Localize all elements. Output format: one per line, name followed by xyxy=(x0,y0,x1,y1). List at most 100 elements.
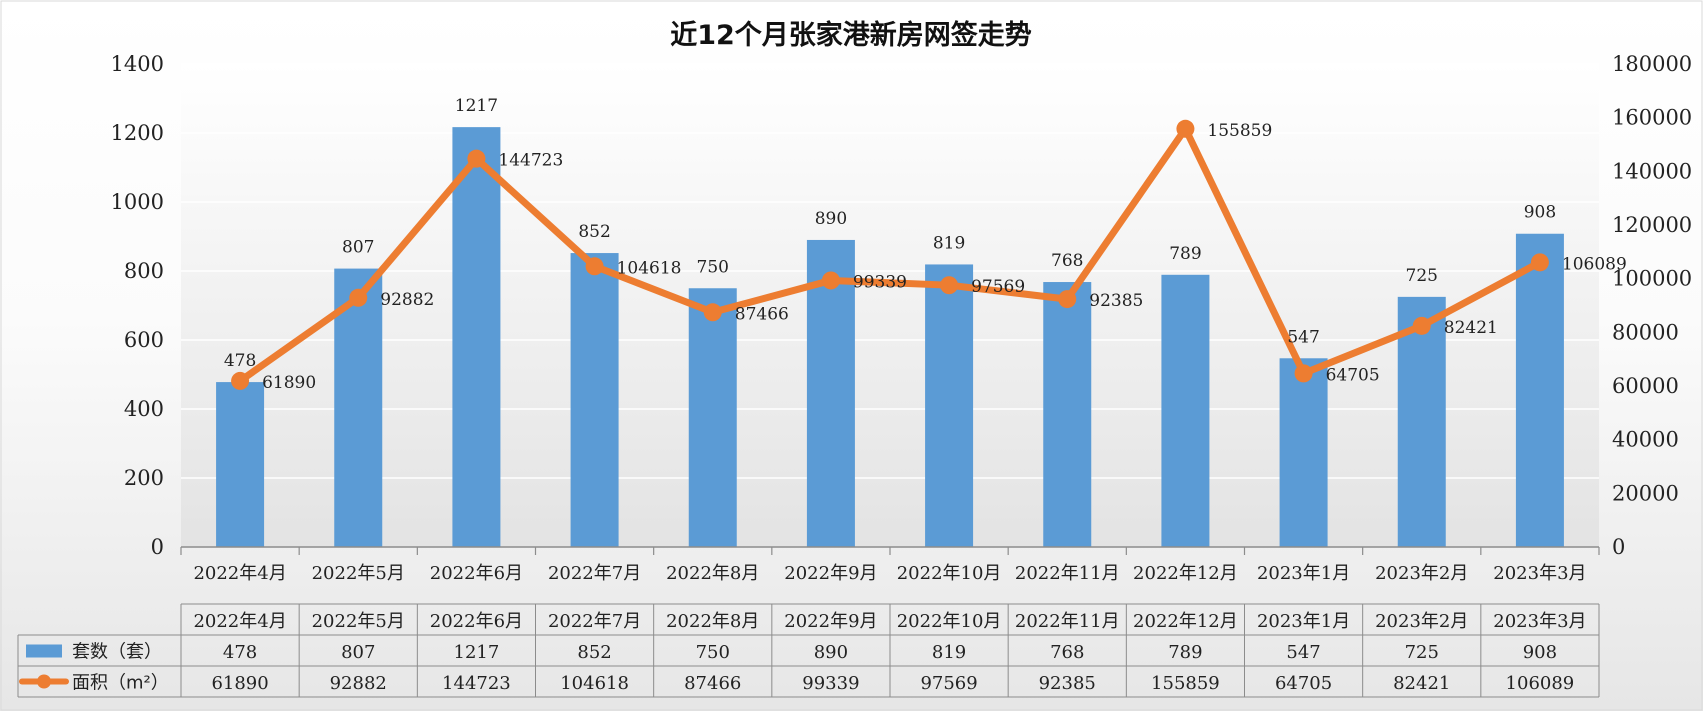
y-left-tick-label: 800 xyxy=(124,259,164,283)
y-left-tick-label: 1200 xyxy=(111,121,164,145)
table-header-cell: 2022年7月 xyxy=(548,611,641,632)
line-point xyxy=(1294,364,1313,383)
bar-value-label: 547 xyxy=(1287,327,1319,347)
line-value-label: 104618 xyxy=(617,258,682,278)
bar-value-label: 750 xyxy=(697,257,729,277)
y-right-tick-label: 40000 xyxy=(1612,428,1679,452)
y-left-tick-label: 600 xyxy=(124,328,164,352)
table-header-cell: 2022年5月 xyxy=(312,611,405,632)
data-labels: 478 807 1217 852 750 890 819 768 789 547 725 908 618… xyxy=(224,96,1627,393)
line-point xyxy=(231,371,250,390)
bar xyxy=(1161,274,1210,547)
bars xyxy=(216,127,1564,548)
table-cell: 97569 xyxy=(920,673,977,694)
y-right-tick-label: 100000 xyxy=(1612,267,1692,291)
x-tick-label: 2022年11月 xyxy=(1015,563,1120,584)
line-point xyxy=(467,149,486,168)
bar-value-label: 807 xyxy=(342,238,374,258)
table-header-cell: 2022年11月 xyxy=(1015,611,1120,632)
y-right-tick-label: 180000 xyxy=(1612,52,1692,76)
table-cell: 908 xyxy=(1523,642,1557,663)
line-point xyxy=(940,276,959,295)
legend-key-marker xyxy=(37,674,51,689)
y-right-tick-label: 0 xyxy=(1612,535,1625,559)
table-header-cell: 2022年9月 xyxy=(784,611,877,632)
y-right-tick-label: 140000 xyxy=(1612,159,1692,183)
area-line-series xyxy=(231,119,1549,390)
line-value-label: 87466 xyxy=(735,304,789,324)
plot-area xyxy=(181,64,1599,547)
area-line-path xyxy=(236,125,1544,385)
x-tick-label: 2022年6月 xyxy=(430,563,523,584)
chart-title: 近12个月张家港新房网签走势 xyxy=(670,19,1032,51)
table-cell: 92882 xyxy=(330,673,387,694)
legend-label: 面积（m²） xyxy=(72,673,169,694)
line-value-label: 97569 xyxy=(971,277,1025,297)
line-point xyxy=(1412,316,1431,335)
table-cell: 82421 xyxy=(1393,673,1450,694)
y-right-tick-label: 20000 xyxy=(1612,481,1679,505)
x-tick-label: 2022年7月 xyxy=(548,563,641,584)
line-value-label: 92882 xyxy=(380,290,434,310)
bar xyxy=(925,264,974,547)
line-value-label: 155859 xyxy=(1207,121,1272,141)
table-header-cell: 2022年10月 xyxy=(897,611,1002,632)
bar xyxy=(452,127,501,547)
y-left-tick-label: 0 xyxy=(151,535,164,559)
x-tick-label: 2023年3月 xyxy=(1493,563,1586,584)
bar xyxy=(334,268,383,547)
table-header-cell: 2023年3月 xyxy=(1493,611,1586,632)
y-left-tick-label: 200 xyxy=(124,466,164,490)
table-cell: 1217 xyxy=(454,642,500,663)
bar-value-label: 908 xyxy=(1524,203,1556,223)
table-cell: 789 xyxy=(1168,642,1202,663)
bar xyxy=(1397,296,1446,547)
line-point xyxy=(703,303,722,322)
table-header-cell: 2022年4月 xyxy=(193,611,286,632)
table-cell: 155859 xyxy=(1151,673,1220,694)
line-value-label: 92385 xyxy=(1089,291,1143,311)
line-value-label: 99339 xyxy=(853,272,907,292)
table-cell: 61890 xyxy=(211,673,268,694)
y-right-tick-label: 120000 xyxy=(1612,213,1692,237)
bar xyxy=(216,382,265,547)
bar xyxy=(570,253,619,547)
bar-value-label: 725 xyxy=(1406,266,1438,286)
bar-value-label: 478 xyxy=(224,351,256,371)
table-header-cell: 2022年6月 xyxy=(430,611,523,632)
x-tick-label: 2023年1月 xyxy=(1257,563,1350,584)
line-point xyxy=(1176,119,1195,138)
y-right-tick-label: 160000 xyxy=(1612,106,1692,130)
line-value-label: 106089 xyxy=(1562,254,1627,274)
bar-value-label: 789 xyxy=(1169,244,1201,264)
table-header-cell: 2023年1月 xyxy=(1257,611,1350,632)
bar-value-label: 852 xyxy=(578,222,610,242)
bar xyxy=(1043,282,1092,547)
table-header-cell: 2023年2月 xyxy=(1375,611,1468,632)
x-tick-label: 2022年4月 xyxy=(193,563,286,584)
table-cell: 890 xyxy=(814,642,848,663)
table-header-cell: 2022年8月 xyxy=(666,611,759,632)
line-point xyxy=(1058,290,1077,309)
table-cell: 725 xyxy=(1405,642,1439,663)
x-tick-label: 2022年5月 xyxy=(312,563,405,584)
line-point xyxy=(349,288,368,307)
table-cell: 768 xyxy=(1050,642,1084,663)
x-tick-label: 2022年12月 xyxy=(1133,563,1238,584)
table-cell: 750 xyxy=(696,642,730,663)
y-right-tick-label: 80000 xyxy=(1612,320,1679,344)
table-cell: 144723 xyxy=(442,673,511,694)
table-cell: 547 xyxy=(1286,642,1320,663)
table-cell: 852 xyxy=(577,642,611,663)
line-point xyxy=(585,257,604,276)
table-cell: 106089 xyxy=(1506,673,1575,694)
line-point xyxy=(1530,253,1549,272)
table-cell: 92385 xyxy=(1039,673,1096,694)
line-value-label: 144723 xyxy=(498,151,563,171)
legend-label: 套数（套） xyxy=(72,642,162,663)
data-table: 2022年4月 2022年5月 2022年6月 2022年7月 2022年8月 2022年… xyxy=(17,603,1600,698)
table-cell: 99339 xyxy=(802,673,859,694)
